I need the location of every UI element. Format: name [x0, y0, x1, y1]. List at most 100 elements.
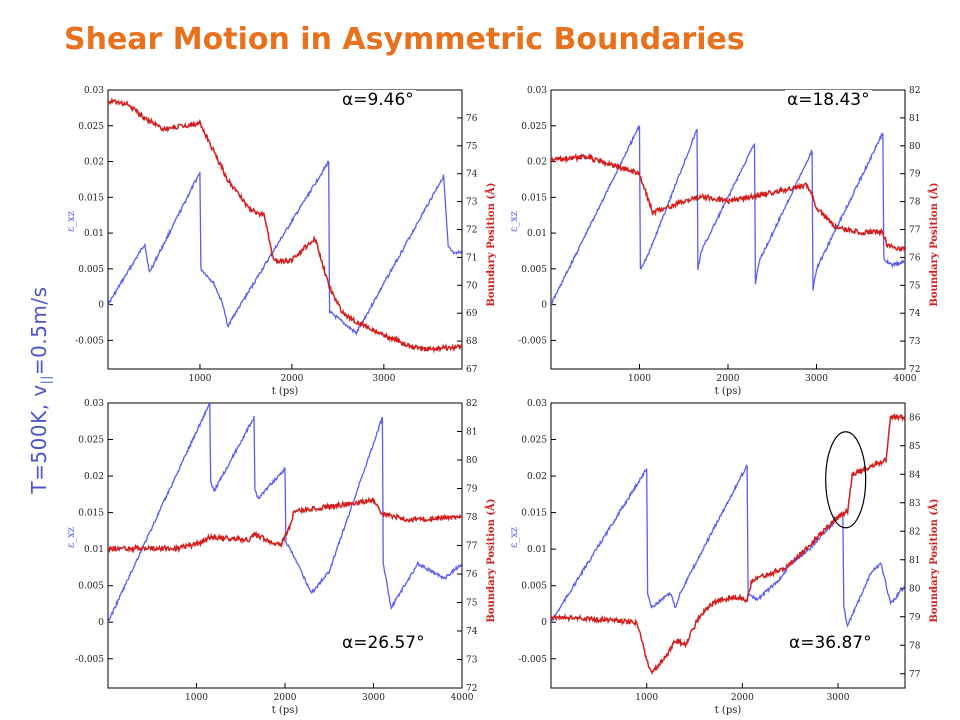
y-axis-title: ε_xz: [66, 527, 77, 548]
x-tick-label: 3000: [805, 374, 828, 384]
y2-tick-label: 81: [466, 428, 477, 438]
alpha-label: α=18.43°: [785, 90, 872, 110]
x-tick-label: 4000: [451, 693, 474, 703]
y2-tick-label: 81: [909, 556, 920, 566]
y2-tick-label: 75: [466, 599, 478, 609]
plot-frame: [107, 89, 463, 370]
y-tick-label: 0.02: [84, 472, 104, 482]
y2-tick-label: 77: [909, 670, 921, 680]
y2-tick-label: 75: [466, 142, 478, 152]
y2-tick-label: 74: [466, 170, 478, 180]
y-tick-label: 0.005: [78, 265, 104, 275]
y-tick-label: 0.02: [527, 472, 547, 482]
x-tick-label: 1000: [628, 374, 651, 384]
y-tick-label: 0.03: [84, 86, 104, 96]
y2-tick-label: 82: [909, 86, 920, 96]
y-tick-label: 0.03: [84, 399, 104, 409]
y-tick-label: 0.015: [78, 193, 104, 203]
y2-axis-title: Boundary Position (Å): [928, 182, 940, 306]
y2-axis-title: Boundary Position (Å): [928, 498, 940, 622]
y2-tick-label: 78: [466, 513, 478, 523]
chart-svg: 0.03 0.025 0.02 0.015 0.01 0.005 0 -0.005 72 73 74…: [509, 86, 940, 397]
highlight-ellipse: [825, 431, 867, 529]
chart-panel-alpha-26-57: 0.03 0.025 0.02 0.015 0.01 0.005 0 -0.005 72 73 74…: [62, 395, 502, 717]
y2-tick-label: 79: [909, 613, 921, 623]
y2-tick-label: 72: [909, 365, 920, 375]
alpha-label: α=9.46°: [340, 90, 416, 110]
y2-tick-label: 75: [909, 281, 921, 291]
y-tick-label: 0.03: [527, 399, 547, 409]
y2-tick-label: 72: [466, 684, 477, 694]
y2-tick-label: 69: [466, 309, 478, 319]
y2-tick-label: 77: [466, 542, 478, 552]
condition-label-rest: =0.5m/s: [27, 286, 51, 376]
y-tick-label: 0.015: [521, 509, 547, 519]
x-tick-label: 2000: [280, 374, 303, 384]
y2-tick-label: 67: [466, 365, 478, 375]
y2-tick-label: 76: [466, 570, 478, 580]
y2-axis-title: Boundary Position (Å): [485, 182, 497, 306]
chart-panel-alpha-18-43: 0.03 0.025 0.02 0.015 0.01 0.005 0 -0.005 72 73 74…: [505, 82, 955, 397]
y-tick-label: 0.01: [527, 545, 547, 555]
y-tick-label: -0.005: [75, 655, 104, 665]
x-tick-label: 2000: [731, 693, 754, 703]
y2-tick-label: 78: [909, 641, 921, 651]
y2-tick-label: 85: [909, 442, 921, 452]
chart-panel-alpha-36-87: 0.03 0.025 0.02 0.015 0.01 0.005 0 -0.005 77 78 79…: [505, 395, 955, 717]
alpha-label: α=36.87°: [787, 633, 874, 653]
slide-title: Shear Motion in Asymmetric Boundaries: [64, 22, 745, 57]
y2-tick-label: 82: [466, 399, 477, 409]
plot-frame: [550, 89, 906, 370]
boundary-series-line: [108, 496, 462, 554]
y2-tick-label: 74: [909, 309, 921, 319]
y-tick-label: 0.02: [527, 158, 547, 168]
alpha-label: α=26.57°: [340, 633, 427, 653]
x-tick-label: 2000: [717, 374, 740, 384]
y2-tick-label: 83: [909, 499, 921, 509]
y-tick-label: 0.025: [78, 122, 104, 132]
y-tick-label: -0.005: [75, 336, 104, 346]
y2-tick-label: 71: [466, 253, 477, 263]
y2-tick-label: 80: [909, 142, 921, 152]
y-tick-label: 0.01: [84, 545, 104, 555]
y-tick-label: 0.015: [521, 193, 547, 203]
y2-tick-label: 76: [466, 114, 478, 124]
y-axis-title: ε_xz: [66, 211, 77, 232]
boundary-series-line: [551, 153, 905, 252]
y2-tick-label: 76: [909, 253, 921, 263]
x-tick-label: 2000: [274, 693, 297, 703]
y2-tick-label: 80: [909, 584, 921, 594]
y-tick-label: 0.005: [78, 582, 104, 592]
y2-tick-label: 73: [909, 337, 921, 347]
strain-series-line: [108, 160, 462, 336]
y-tick-label: 0: [98, 301, 104, 311]
y2-tick-label: 79: [466, 485, 478, 495]
y2-tick-label: 82: [909, 527, 920, 537]
boundary-series-line: [551, 412, 905, 675]
y-tick-label: 0: [98, 618, 104, 628]
y2-tick-label: 70: [466, 281, 478, 291]
condition-label-main: T=500K, v: [27, 384, 51, 494]
y-tick-label: 0.01: [527, 229, 547, 239]
x-axis-title: t (ps): [715, 386, 742, 397]
y2-tick-label: 68: [466, 337, 478, 347]
y-axis-title: ε_xz: [509, 211, 520, 232]
y-tick-label: 0.025: [521, 122, 547, 132]
x-tick-label: 4000: [894, 374, 917, 384]
strain-series-line: [551, 464, 905, 628]
y2-tick-label: 77: [909, 226, 921, 236]
y2-tick-label: 81: [909, 114, 920, 124]
condition-label-sub: ||: [39, 375, 53, 385]
strain-series-line: [551, 125, 905, 306]
y2-tick-label: 86: [909, 413, 921, 423]
y-tick-label: 0.01: [84, 229, 104, 239]
y2-tick-label: 80: [466, 456, 478, 466]
y2-axis-title: Boundary Position (Å): [485, 498, 497, 622]
strain-series-line: [108, 403, 462, 623]
condition-label: T=500K, v||=0.5m/s: [27, 286, 53, 493]
y-tick-label: -0.005: [518, 655, 547, 665]
y2-tick-label: 73: [466, 198, 478, 208]
chart-panel-alpha-9-46: 0.03 0.025 0.02 0.015 0.01 0.005 0 -0.005 67 68 69…: [62, 82, 502, 397]
x-tick-label: 1000: [185, 693, 208, 703]
x-tick-label: 1000: [635, 693, 658, 703]
